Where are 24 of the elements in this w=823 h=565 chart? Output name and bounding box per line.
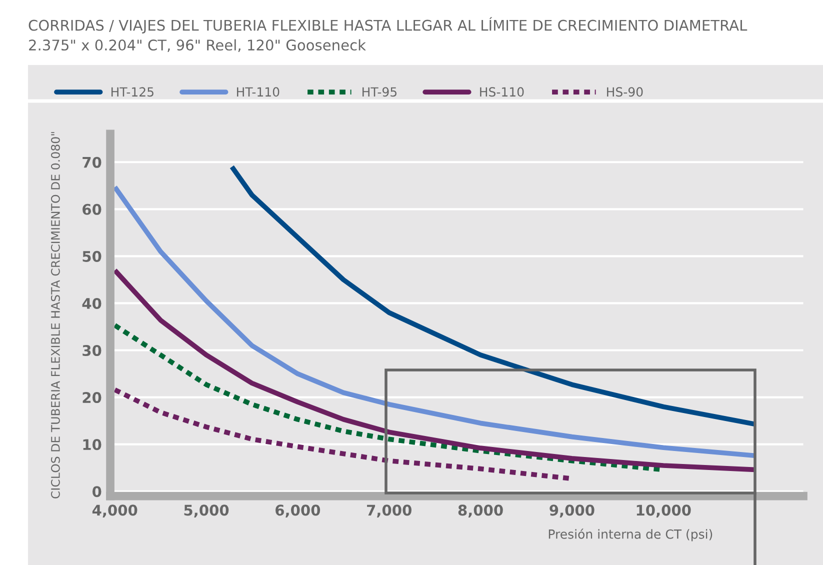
x-tick-label: 8,000 bbox=[458, 504, 503, 518]
y-axis-title: CICLOS DE TUBERIA FLEXIBLE HASTA CRECIMIENTO DE 0.080" bbox=[50, 132, 60, 498]
legend-label: HS-90 bbox=[607, 87, 643, 97]
legend-label: HT-110 bbox=[237, 87, 280, 97]
x-tick-label: 4,000 bbox=[92, 504, 138, 518]
x-tick-label: 6,000 bbox=[276, 504, 320, 518]
legend-label: HT-95 bbox=[362, 87, 397, 97]
chart-subtitle: 2.375" x 0.204" CT, 96" Reel, 120" Gooseneck bbox=[29, 39, 366, 52]
y-tick-label: 20 bbox=[82, 392, 102, 404]
x-tick-label: 10,000 bbox=[636, 504, 691, 518]
y-tick-label: 50 bbox=[82, 250, 102, 262]
x-axis-title: Presión interna de CT (psi) bbox=[548, 528, 712, 542]
y-tick-label: 60 bbox=[82, 204, 102, 215]
x-tick-label: 5,000 bbox=[184, 504, 229, 518]
legend-label: HT-125 bbox=[111, 87, 154, 97]
y-tick-label: 30 bbox=[82, 344, 102, 356]
y-tick-label: 0 bbox=[92, 486, 102, 498]
x-tick-label: 7,000 bbox=[367, 504, 412, 518]
legend-label: HS-110 bbox=[480, 87, 524, 97]
y-tick-label: 40 bbox=[82, 298, 102, 309]
y-tick-label: 10 bbox=[83, 439, 102, 450]
y-tick-label: 70 bbox=[82, 156, 102, 168]
chart-title: CORRIDAS / VIAJES DEL TUBERIA FLEXIBLE HASTA LLEGAR AL LÍMITE DE CRECIMIENTO DIAMETRAL bbox=[28, 17, 748, 34]
x-tick-label: 9,000 bbox=[550, 504, 594, 518]
